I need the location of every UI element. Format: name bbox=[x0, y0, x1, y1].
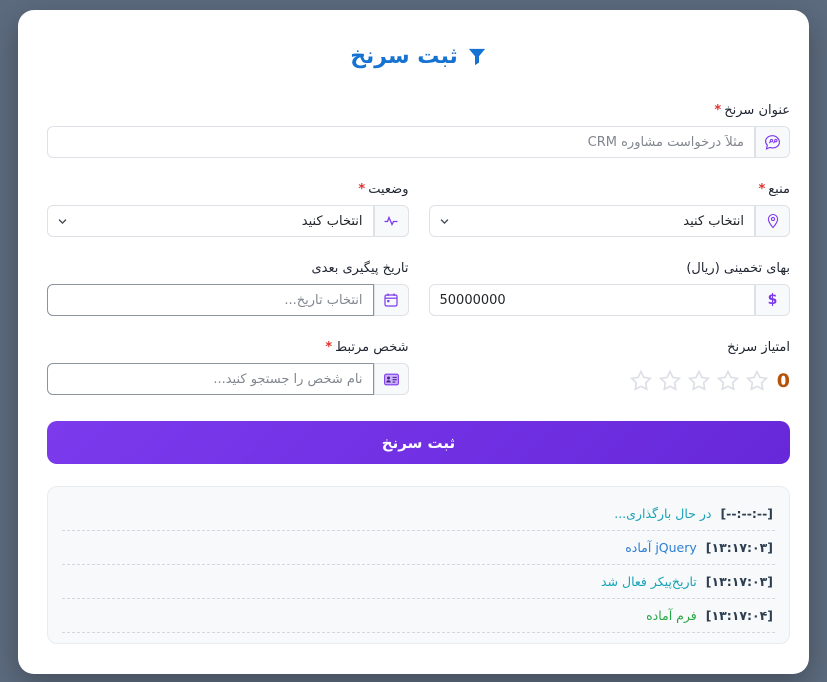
log-timestamp: [--:--:--] bbox=[720, 506, 773, 521]
price-label: بهای تخمینی (ریال) bbox=[686, 261, 790, 276]
dollar-icon: $ bbox=[755, 284, 790, 316]
event-log: [--:--:--] در حال بارگذاری... [۱۳:۱۷:۰۳]… bbox=[47, 486, 790, 644]
star-rating[interactable] bbox=[629, 369, 769, 393]
funnel-icon bbox=[467, 47, 487, 67]
log-entry: [۱۳:۱۷:۰۳] تاریخ‌پیکر فعال شد bbox=[62, 565, 775, 599]
page-title: ثبت سرنخ bbox=[47, 44, 790, 69]
star-icon[interactable] bbox=[745, 369, 769, 393]
required-marker: * bbox=[714, 103, 722, 118]
lead-score-widget: 0 bbox=[429, 365, 790, 397]
follow-up-date-input[interactable] bbox=[47, 284, 374, 316]
log-message: jQuery آماده bbox=[625, 540, 697, 555]
source-label: منبع * bbox=[758, 182, 790, 197]
row-score-person: امتیاز سرنخ 0 شخص مرتبط * bbox=[47, 340, 790, 397]
geo-pin-icon bbox=[755, 205, 790, 237]
star-icon[interactable] bbox=[716, 369, 740, 393]
required-marker: * bbox=[758, 182, 766, 197]
person-label: شخص مرتبط * bbox=[325, 340, 409, 355]
required-marker: * bbox=[325, 340, 333, 355]
log-entry: [۱۳:۱۷:۰۳] jQuery آماده bbox=[62, 531, 775, 565]
submit-lead-button[interactable]: ثبت سرنخ bbox=[47, 421, 790, 464]
required-marker: * bbox=[358, 182, 366, 197]
log-message: تاریخ‌پیکر فعال شد bbox=[600, 574, 697, 589]
status-label: وضعیت * bbox=[358, 182, 409, 197]
star-icon[interactable] bbox=[658, 369, 682, 393]
log-message: در حال بارگذاری... bbox=[614, 506, 712, 521]
log-entry: [--:--:--] در حال بارگذاری... bbox=[62, 497, 775, 531]
source-select[interactable]: انتخاب کنید bbox=[428, 205, 755, 237]
status-select[interactable]: انتخاب کنید bbox=[47, 205, 374, 237]
estimated-price-input[interactable] bbox=[428, 284, 755, 316]
log-timestamp: [۱۳:۱۷:۰۴] bbox=[705, 608, 773, 623]
chat-quote-icon bbox=[755, 126, 790, 158]
date-label: تاریخ پیگیری بعدی bbox=[311, 261, 409, 276]
person-search-input[interactable] bbox=[47, 363, 374, 395]
row-source-status: منبع * انتخاب کنید bbox=[47, 182, 790, 237]
row-price-date: بهای تخمینی (ریال) $ تاریخ پیگیری بعدی bbox=[47, 261, 790, 316]
star-icon[interactable] bbox=[629, 369, 653, 393]
row-title: عنوان سرنخ * bbox=[47, 103, 790, 158]
log-timestamp: [۱۳:۱۷:۰۳] bbox=[705, 574, 773, 589]
activity-icon bbox=[373, 205, 409, 237]
page-title-text: ثبت سرنخ bbox=[350, 44, 458, 69]
star-icon[interactable] bbox=[687, 369, 711, 393]
log-message: فرم آماده bbox=[646, 608, 697, 623]
calendar-icon bbox=[373, 284, 409, 316]
lead-title-input[interactable] bbox=[47, 126, 755, 158]
log-entry: [۱۳:۱۷:۰۴] فرم آماده bbox=[62, 599, 775, 633]
score-value: 0 bbox=[776, 370, 790, 392]
title-label: عنوان سرنخ * bbox=[714, 103, 790, 118]
score-label: امتیاز سرنخ bbox=[727, 340, 790, 355]
id-card-icon bbox=[373, 363, 409, 395]
log-timestamp: [۱۳:۱۷:۰۳] bbox=[705, 540, 773, 555]
lead-form-card: ثبت سرنخ عنوان سرنخ * bbox=[18, 10, 809, 674]
